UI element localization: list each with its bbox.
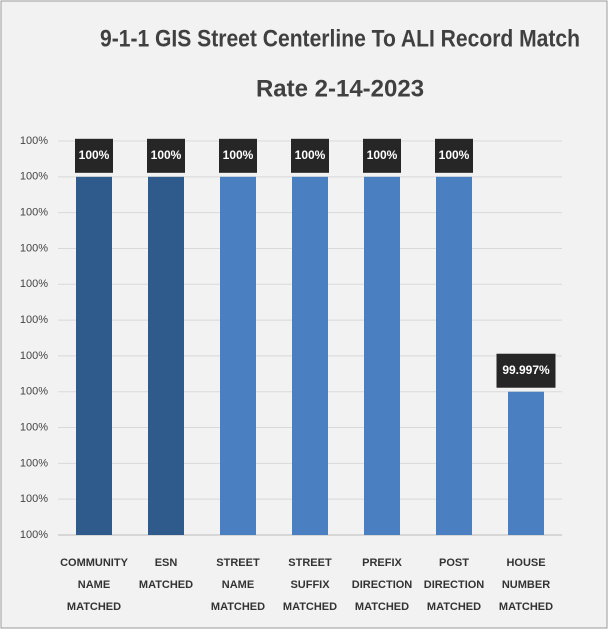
x-tick-label: NAME xyxy=(222,579,254,591)
x-tick-label: SUFFIX xyxy=(290,579,330,591)
bar xyxy=(148,176,184,535)
chart-title: Rate 2-14-2023 xyxy=(256,75,424,102)
y-tick-label: 100% xyxy=(20,421,48,433)
x-tick-label: POST xyxy=(439,557,469,569)
data-label: 99.997% xyxy=(502,363,550,377)
x-tick-label: MATCHED xyxy=(67,601,121,613)
y-tick-label: 100% xyxy=(20,350,48,362)
x-tick-label: ESN xyxy=(155,557,178,569)
data-label: 100% xyxy=(295,148,326,162)
data-label: 100% xyxy=(151,148,182,162)
data-label-box xyxy=(291,138,329,173)
data-label-box xyxy=(219,138,257,173)
y-tick-label: 100% xyxy=(20,242,48,254)
bar xyxy=(364,176,400,535)
data-label: 100% xyxy=(79,148,110,162)
bar xyxy=(292,176,328,535)
x-tick-label: MATCHED xyxy=(355,601,409,613)
y-tick-label: 100% xyxy=(20,457,48,469)
y-tick-label: 100% xyxy=(20,529,48,541)
y-tick-label: 100% xyxy=(20,171,48,183)
x-tick-label: MATCHED xyxy=(283,601,337,613)
x-tick-label: MATCHED xyxy=(139,579,193,591)
data-label-box xyxy=(363,138,401,173)
x-tick-label: PREFIX xyxy=(362,557,402,569)
bar xyxy=(220,176,256,535)
data-label: 100% xyxy=(223,148,254,162)
y-tick-label: 100% xyxy=(20,207,48,219)
y-tick-label: 100% xyxy=(20,493,48,505)
x-tick-label: DIRECTION xyxy=(352,579,413,591)
chart-title: 9-1-1 GIS Street Centerline To ALI Recor… xyxy=(100,25,580,52)
bar xyxy=(436,176,472,535)
x-tick-label: HOUSE xyxy=(506,557,545,569)
data-label-box xyxy=(147,138,185,173)
x-tick-label: MATCHED xyxy=(427,601,481,613)
y-tick-label: 100% xyxy=(20,314,48,326)
data-label: 100% xyxy=(367,148,398,162)
x-tick-label: COMMUNITY xyxy=(60,557,128,569)
y-tick-label: 100% xyxy=(20,386,48,398)
x-tick-label: MATCHED xyxy=(499,601,553,613)
x-tick-label: STREET xyxy=(216,557,260,569)
bar xyxy=(508,391,544,535)
x-tick-label: NAME xyxy=(78,579,110,591)
x-tick-label: STREET xyxy=(288,557,332,569)
x-tick-label: MATCHED xyxy=(211,601,265,613)
data-label-box xyxy=(75,138,113,173)
bar xyxy=(76,176,112,535)
x-tick-label: DIRECTION xyxy=(424,579,485,591)
data-label: 100% xyxy=(439,148,470,162)
x-tick-label: NUMBER xyxy=(502,579,550,591)
data-label-box xyxy=(435,138,473,173)
y-tick-label: 100% xyxy=(20,135,48,147)
data-label-box xyxy=(496,353,556,388)
y-tick-label: 100% xyxy=(20,278,48,290)
